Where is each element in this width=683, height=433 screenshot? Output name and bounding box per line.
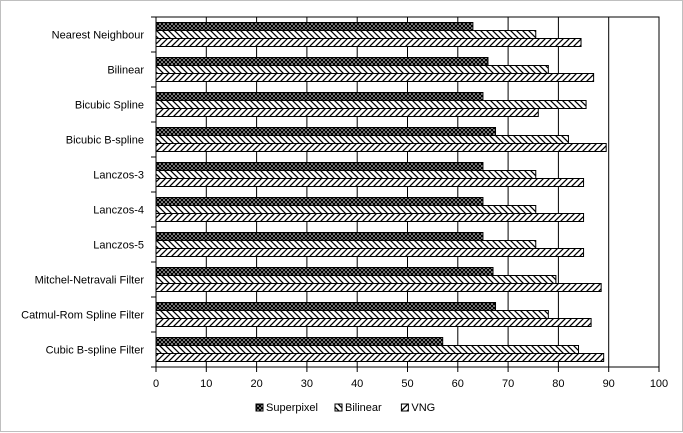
bar-superpixel bbox=[155, 127, 497, 136]
x-tick-label: 50 bbox=[401, 378, 413, 390]
category-label: Lanczos-4 bbox=[93, 205, 144, 217]
bar-bilinear bbox=[155, 170, 537, 179]
bar-bilinear bbox=[155, 310, 549, 319]
bar-vng bbox=[155, 108, 539, 117]
bar-superpixel bbox=[155, 162, 484, 171]
legend-label-bilinear: Bilinear bbox=[345, 402, 382, 414]
bar-superpixel bbox=[155, 197, 484, 206]
category-label: Nearest Neighbour bbox=[52, 30, 145, 42]
bar-vng bbox=[155, 38, 582, 47]
bar-vng bbox=[155, 213, 585, 222]
x-tick-label: 10 bbox=[200, 378, 212, 390]
bar-vng bbox=[155, 283, 602, 292]
bar-bilinear bbox=[155, 275, 557, 284]
category-label: Mitchel-Netravali Filter bbox=[35, 275, 145, 287]
axes bbox=[151, 16, 660, 372]
legend-label-superpixel: Superpixel bbox=[266, 402, 318, 414]
category-label: Bicubic Spline bbox=[75, 100, 144, 112]
bar-vng bbox=[155, 353, 605, 362]
category-label: Catmul-Rom Spline Filter bbox=[21, 310, 144, 322]
bar-bilinear bbox=[155, 240, 537, 249]
x-tick-label: 30 bbox=[301, 378, 313, 390]
category-label: Cubic B-spline Filter bbox=[46, 345, 145, 357]
category-labels: Nearest Neighbour Bilinear Bicubic Spline B… bbox=[21, 30, 144, 357]
bar-bilinear bbox=[155, 205, 537, 214]
bar-superpixel bbox=[155, 22, 474, 31]
bar-superpixel bbox=[155, 337, 444, 346]
bars bbox=[155, 22, 607, 362]
x-tick-label: 90 bbox=[603, 378, 615, 390]
category-label: Bilinear bbox=[107, 65, 144, 77]
legend-swatch-vng bbox=[400, 403, 409, 412]
bar-vng bbox=[155, 73, 595, 82]
bar-bilinear bbox=[155, 65, 549, 74]
x-tick-label: 0 bbox=[153, 378, 159, 390]
bar-bilinear bbox=[155, 135, 569, 144]
bar-bilinear bbox=[155, 345, 580, 354]
bar-bilinear bbox=[155, 100, 587, 109]
category-label: Lanczos-5 bbox=[93, 240, 144, 252]
bar-superpixel bbox=[155, 302, 497, 311]
legend: Superpixel Bilinear VNG bbox=[255, 402, 435, 414]
bar-vng bbox=[155, 248, 585, 257]
x-tick-label: 70 bbox=[502, 378, 514, 390]
bar-bilinear bbox=[155, 30, 537, 39]
bar-vng bbox=[155, 318, 592, 327]
legend-label-vng: VNG bbox=[411, 402, 435, 414]
bar-superpixel bbox=[155, 232, 484, 241]
category-label: Bicubic B-spline bbox=[66, 135, 144, 147]
category-label: Lanczos-3 bbox=[93, 170, 144, 182]
bar-vng bbox=[155, 143, 607, 152]
bar-superpixel bbox=[155, 57, 489, 66]
bar-superpixel bbox=[155, 267, 494, 276]
x-tick-label: 20 bbox=[250, 378, 262, 390]
x-tick-label: 60 bbox=[452, 378, 464, 390]
x-tick-label: 80 bbox=[552, 378, 564, 390]
x-tick-label: 100 bbox=[650, 378, 668, 390]
legend-swatch-superpixel bbox=[255, 403, 264, 412]
tick-labels: 0 10 20 30 40 50 60 70 80 90 100 bbox=[153, 378, 668, 390]
bar-vng bbox=[155, 178, 585, 187]
bar-superpixel bbox=[155, 92, 484, 101]
x-tick-label: 40 bbox=[351, 378, 363, 390]
legend-swatch-bilinear bbox=[334, 403, 343, 412]
